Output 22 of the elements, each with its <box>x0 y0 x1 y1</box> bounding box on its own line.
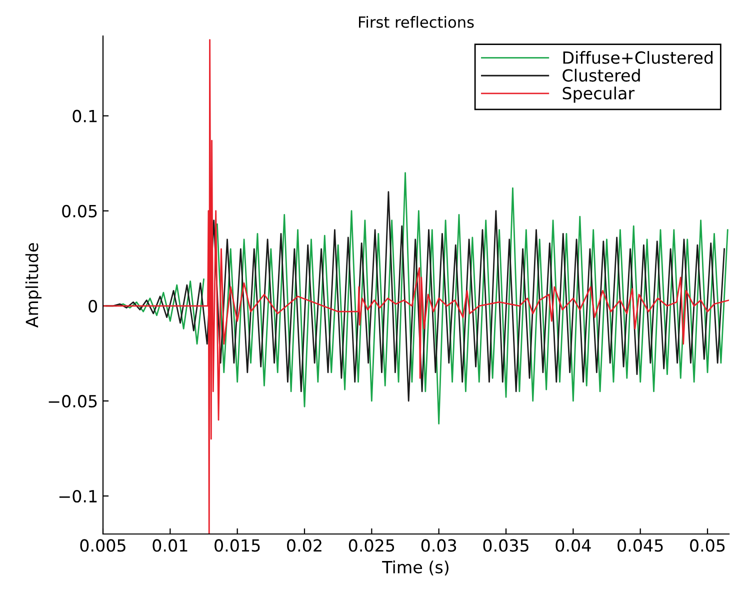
x-tick-label: 0.05 <box>690 539 725 552</box>
x-tick-label: 0.005 <box>80 539 126 552</box>
y-tick-label: −0.1 <box>59 490 97 503</box>
x-axis-title: Time (s) <box>382 560 448 576</box>
x-tick-label: 0.01 <box>152 539 188 552</box>
x-tick-label: 0.045 <box>618 539 663 552</box>
x-tick-label: 0.03 <box>421 539 456 552</box>
y-tick-label: 0 <box>88 300 98 312</box>
chart-title: First reflections <box>359 16 474 28</box>
y-tick-label: 0.05 <box>62 204 97 218</box>
x-tick-label: 0.035 <box>483 539 528 552</box>
legend-label: Clustered <box>562 68 640 82</box>
legend-label: Diffuse+Clustered <box>563 51 712 64</box>
x-tick-label: 0.04 <box>556 539 591 552</box>
x-tick-label: 0.025 <box>348 539 394 552</box>
x-tick-label: 0.02 <box>287 539 322 552</box>
y-tick-label: −0.05 <box>48 394 97 408</box>
y-tick-label: 0.1 <box>72 110 97 122</box>
legend-label: Specular <box>562 86 635 103</box>
x-tick-label: 0.015 <box>214 539 260 552</box>
y-axis-title: Amplitude <box>25 243 42 328</box>
line-series <box>103 39 729 534</box>
